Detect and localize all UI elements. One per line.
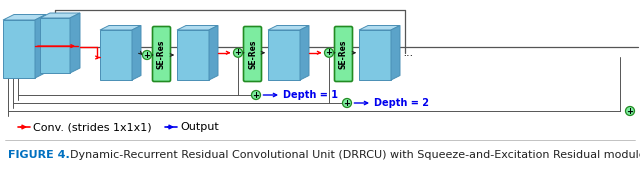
Text: +: +: [627, 106, 634, 115]
Polygon shape: [132, 26, 141, 80]
Text: ...: ...: [403, 48, 413, 58]
Polygon shape: [40, 18, 70, 73]
FancyBboxPatch shape: [243, 27, 262, 81]
Polygon shape: [359, 30, 391, 80]
Text: +: +: [253, 90, 259, 99]
FancyBboxPatch shape: [152, 27, 170, 81]
Circle shape: [252, 90, 260, 99]
Polygon shape: [268, 26, 309, 30]
Polygon shape: [268, 30, 300, 80]
Polygon shape: [3, 20, 35, 78]
Text: SE-Res: SE-Res: [339, 39, 348, 69]
Polygon shape: [70, 13, 80, 73]
Text: Depth = 1: Depth = 1: [283, 90, 338, 100]
Text: Output: Output: [180, 122, 219, 132]
Circle shape: [342, 98, 351, 107]
Polygon shape: [177, 26, 218, 30]
Polygon shape: [100, 30, 132, 80]
Polygon shape: [3, 14, 46, 20]
Circle shape: [625, 106, 634, 115]
Polygon shape: [300, 26, 309, 80]
Text: +: +: [326, 48, 333, 57]
Polygon shape: [100, 26, 141, 30]
Text: SE-Res: SE-Res: [248, 39, 257, 69]
Polygon shape: [177, 30, 209, 80]
Circle shape: [234, 48, 243, 57]
Text: +: +: [143, 50, 150, 59]
Polygon shape: [359, 26, 400, 30]
Text: Dynamic-Recurrent Residual Convolutional Unit (DRRCU) with Squeeze-and-Excitatio: Dynamic-Recurrent Residual Convolutional…: [70, 150, 640, 160]
Text: Depth = 2: Depth = 2: [374, 98, 429, 108]
FancyBboxPatch shape: [335, 27, 353, 81]
Text: SE-Res: SE-Res: [157, 39, 166, 69]
Polygon shape: [209, 26, 218, 80]
Circle shape: [143, 50, 152, 59]
Text: Conv. (strides 1x1x1): Conv. (strides 1x1x1): [33, 122, 152, 132]
Text: FIGURE 4.: FIGURE 4.: [8, 150, 70, 160]
Text: +: +: [344, 98, 351, 107]
Circle shape: [324, 48, 333, 57]
Polygon shape: [35, 14, 46, 78]
Text: +: +: [234, 48, 241, 57]
Polygon shape: [391, 26, 400, 80]
Polygon shape: [40, 13, 80, 18]
